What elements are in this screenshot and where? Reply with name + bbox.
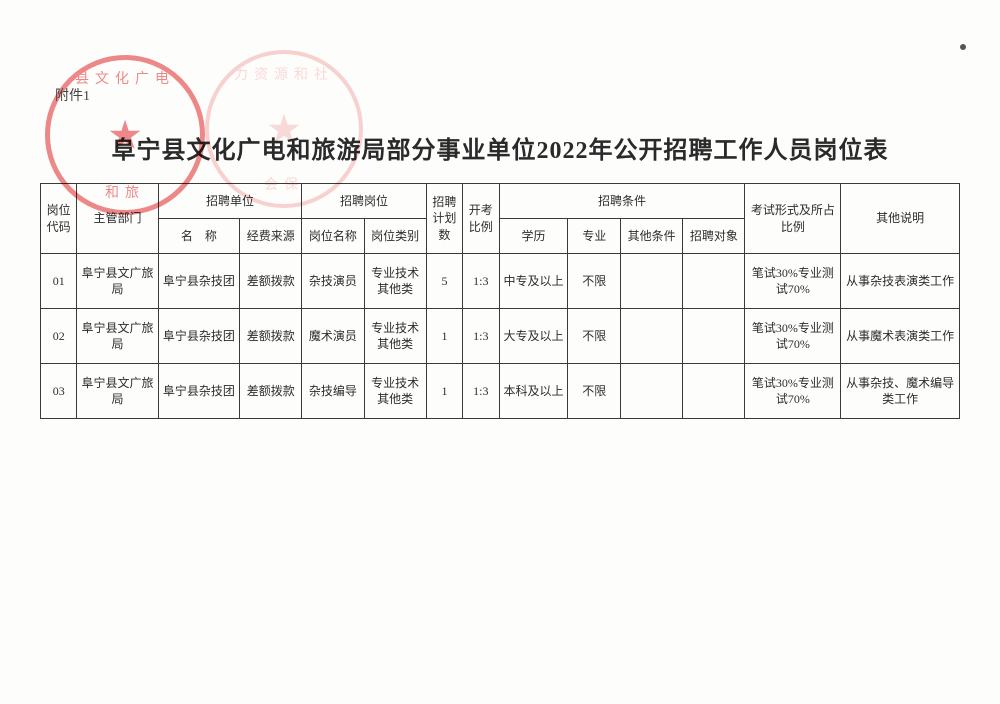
- cell-code: 02: [41, 309, 77, 364]
- cell-post: 杂技编导: [302, 364, 364, 419]
- seal-2-star-icon: ★: [266, 106, 302, 153]
- cell-note: 从事杂技、魔术编导类工作: [841, 364, 960, 419]
- cell-unit: 阜宁县杂技团: [158, 364, 239, 419]
- cell-note: 从事魔术表演类工作: [841, 309, 960, 364]
- cell-other: [621, 364, 683, 419]
- th-cond-other: 其他条件: [621, 219, 683, 254]
- th-unit-fund: 经费来源: [240, 219, 302, 254]
- cell-ptype: 专业技术其他类: [364, 254, 426, 309]
- cell-edu: 大专及以上: [499, 309, 568, 364]
- cell-other: [621, 309, 683, 364]
- cell-fund: 差额拨款: [240, 364, 302, 419]
- cell-plan: 1: [426, 309, 462, 364]
- th-cond-group: 招聘条件: [499, 184, 745, 219]
- seal-1-star-icon: ★: [107, 112, 143, 159]
- cell-target: [683, 309, 745, 364]
- cell-edu: 中专及以上: [499, 254, 568, 309]
- seal-1-text-bottom: 和旅: [105, 182, 145, 202]
- th-post-name: 岗位名称: [302, 219, 364, 254]
- cell-dept: 阜宁县文广旅局: [77, 364, 158, 419]
- recruitment-table: 岗位代码 主管部门 招聘单位 招聘岗位 招聘计划数 开考比例 招聘条件 考试形式…: [40, 183, 960, 419]
- th-cond-target: 招聘对象: [683, 219, 745, 254]
- cell-code: 01: [41, 254, 77, 309]
- seal-2-text-bottom: 会保: [264, 174, 304, 194]
- cell-ptype: 专业技术其他类: [364, 364, 426, 419]
- th-note: 其他说明: [841, 184, 960, 254]
- cell-note: 从事杂技表演类工作: [841, 254, 960, 309]
- cell-exam: 笔试30%专业测试70%: [745, 309, 841, 364]
- cell-code: 03: [41, 364, 77, 419]
- cell-edu: 本科及以上: [499, 364, 568, 419]
- cell-post: 魔术演员: [302, 309, 364, 364]
- cell-major: 不限: [568, 309, 621, 364]
- cell-post: 杂技演员: [302, 254, 364, 309]
- cell-unit: 阜宁县杂技团: [158, 254, 239, 309]
- cell-exam: 笔试30%专业测试70%: [745, 254, 841, 309]
- cell-ratio: 1:3: [463, 254, 499, 309]
- cell-dept: 阜宁县文广旅局: [77, 309, 158, 364]
- cell-target: [683, 364, 745, 419]
- official-seal-2: 力资源和社 ★ 会保: [205, 50, 363, 208]
- cell-unit: 阜宁县杂技团: [158, 309, 239, 364]
- cell-ptype: 专业技术其他类: [364, 309, 426, 364]
- cell-fund: 差额拨款: [240, 309, 302, 364]
- official-seal-1: 县文化广电 ★ 和旅: [45, 55, 205, 215]
- seal-2-text-top: 力资源和社: [234, 64, 334, 84]
- th-plan: 招聘计划数: [426, 184, 462, 254]
- th-exam: 考试形式及所占比例: [745, 184, 841, 254]
- cell-fund: 差额拨款: [240, 254, 302, 309]
- cell-major: 不限: [568, 364, 621, 419]
- cell-ratio: 1:3: [463, 309, 499, 364]
- seal-1-text-top: 县文化广电: [75, 68, 175, 88]
- cell-dept: 阜宁县文广旅局: [77, 254, 158, 309]
- table-row: 03阜宁县文广旅局阜宁县杂技团差额拨款杂技编导专业技术其他类11:3本科及以上不…: [41, 364, 960, 419]
- cell-ratio: 1:3: [463, 364, 499, 419]
- table-row: 01阜宁县文广旅局阜宁县杂技团差额拨款杂技演员专业技术其他类51:3中专及以上不…: [41, 254, 960, 309]
- th-post-type: 岗位类别: [364, 219, 426, 254]
- corner-mark-icon: [960, 44, 966, 50]
- th-unit-name: 名 称: [158, 219, 239, 254]
- th-cond-major: 专业: [568, 219, 621, 254]
- th-cond-edu: 学历: [499, 219, 568, 254]
- table-row: 02阜宁县文广旅局阜宁县杂技团差额拨款魔术演员专业技术其他类11:3大专及以上不…: [41, 309, 960, 364]
- cell-plan: 5: [426, 254, 462, 309]
- cell-major: 不限: [568, 254, 621, 309]
- cell-other: [621, 254, 683, 309]
- cell-plan: 1: [426, 364, 462, 419]
- cell-exam: 笔试30%专业测试70%: [745, 364, 841, 419]
- th-ratio: 开考比例: [463, 184, 499, 254]
- cell-target: [683, 254, 745, 309]
- attachment-label: 附件1: [55, 85, 90, 105]
